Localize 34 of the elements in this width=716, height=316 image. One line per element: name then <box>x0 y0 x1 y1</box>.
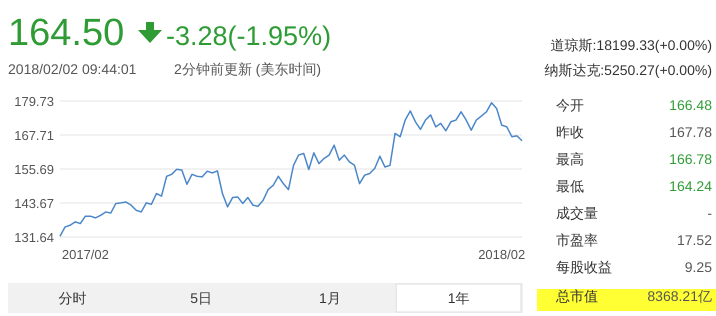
text: 道琼斯:18199.33(+0.00%) <box>550 37 712 53</box>
text: 9.25 <box>684 259 712 275</box>
x-tick-label: 2018/02 <box>478 247 526 262</box>
text: 纳斯达克:5250.27(+0.00%) <box>544 62 712 78</box>
text: - <box>707 205 712 221</box>
chart-subtitle: 2018/02/02 09:44:01 <box>8 61 137 77</box>
line-series <box>59 102 523 238</box>
text: 成交量 <box>556 205 598 221</box>
text: 167.78 <box>669 124 712 140</box>
y-tick-label: 179.73 <box>14 94 54 109</box>
text: 17.52 <box>676 232 712 248</box>
text: 今开 <box>556 97 584 113</box>
text: 总市值 <box>555 288 598 304</box>
text: 5日 <box>190 290 212 306</box>
text: 最高 <box>556 151 584 167</box>
text: 1月 <box>318 290 341 306</box>
y-tick-label: 131.64 <box>14 230 54 245</box>
y-tick-label: 143.67 <box>14 196 54 211</box>
text: 最低 <box>556 178 584 194</box>
text: 166.78 <box>669 151 712 167</box>
text: 166.48 <box>669 97 712 113</box>
text: 市盈率 <box>556 232 598 248</box>
text: 每股收益 <box>556 259 612 275</box>
text: 2分钟前更新 (美东时间) <box>174 61 321 77</box>
text: 8368.21亿 <box>647 288 712 304</box>
text: 1年 <box>448 290 470 306</box>
text: 164.24 <box>669 178 712 194</box>
x-tick-label: 2017/02 <box>62 247 109 262</box>
y-tick-label: 155.69 <box>14 162 54 177</box>
chart-title: 164.50 <box>8 12 124 54</box>
text: 昨收 <box>556 124 584 140</box>
text: 分时 <box>58 290 86 306</box>
y-tick-label: 167.71 <box>14 128 54 143</box>
text: -3.28(-1.95%) <box>166 21 332 51</box>
